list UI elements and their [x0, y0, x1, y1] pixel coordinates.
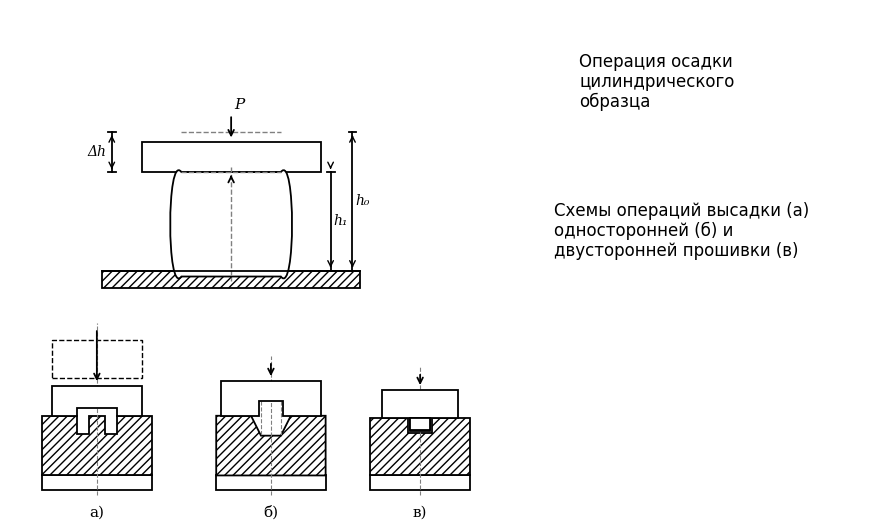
Polygon shape: [42, 475, 151, 491]
Polygon shape: [52, 340, 141, 378]
Polygon shape: [217, 475, 325, 491]
Text: h₀: h₀: [355, 195, 370, 209]
Text: Операция осадки: Операция осадки: [579, 53, 733, 71]
Text: Δh: Δh: [88, 145, 107, 159]
Text: цилиндрического: цилиндрического: [579, 73, 735, 90]
Polygon shape: [217, 416, 325, 475]
Text: б): б): [263, 505, 278, 520]
Text: двусторонней прошивки (в): двусторонней прошивки (в): [554, 242, 799, 260]
Text: P: P: [234, 98, 244, 112]
Polygon shape: [102, 270, 361, 289]
Polygon shape: [221, 381, 321, 416]
Text: Схемы операций высадки (а): Схемы операций высадки (а): [554, 202, 810, 220]
Text: односторонней (б) и: односторонней (б) и: [554, 222, 734, 240]
Polygon shape: [52, 386, 141, 416]
Polygon shape: [370, 475, 470, 491]
Polygon shape: [410, 418, 430, 430]
Polygon shape: [42, 416, 151, 475]
Polygon shape: [141, 142, 321, 172]
Text: в): в): [413, 505, 427, 519]
Polygon shape: [410, 418, 430, 430]
Text: а): а): [89, 505, 104, 519]
Text: образца: образца: [579, 93, 651, 111]
PathPatch shape: [171, 170, 292, 278]
Polygon shape: [370, 418, 470, 475]
Text: h₁: h₁: [333, 214, 348, 229]
Polygon shape: [382, 390, 458, 418]
